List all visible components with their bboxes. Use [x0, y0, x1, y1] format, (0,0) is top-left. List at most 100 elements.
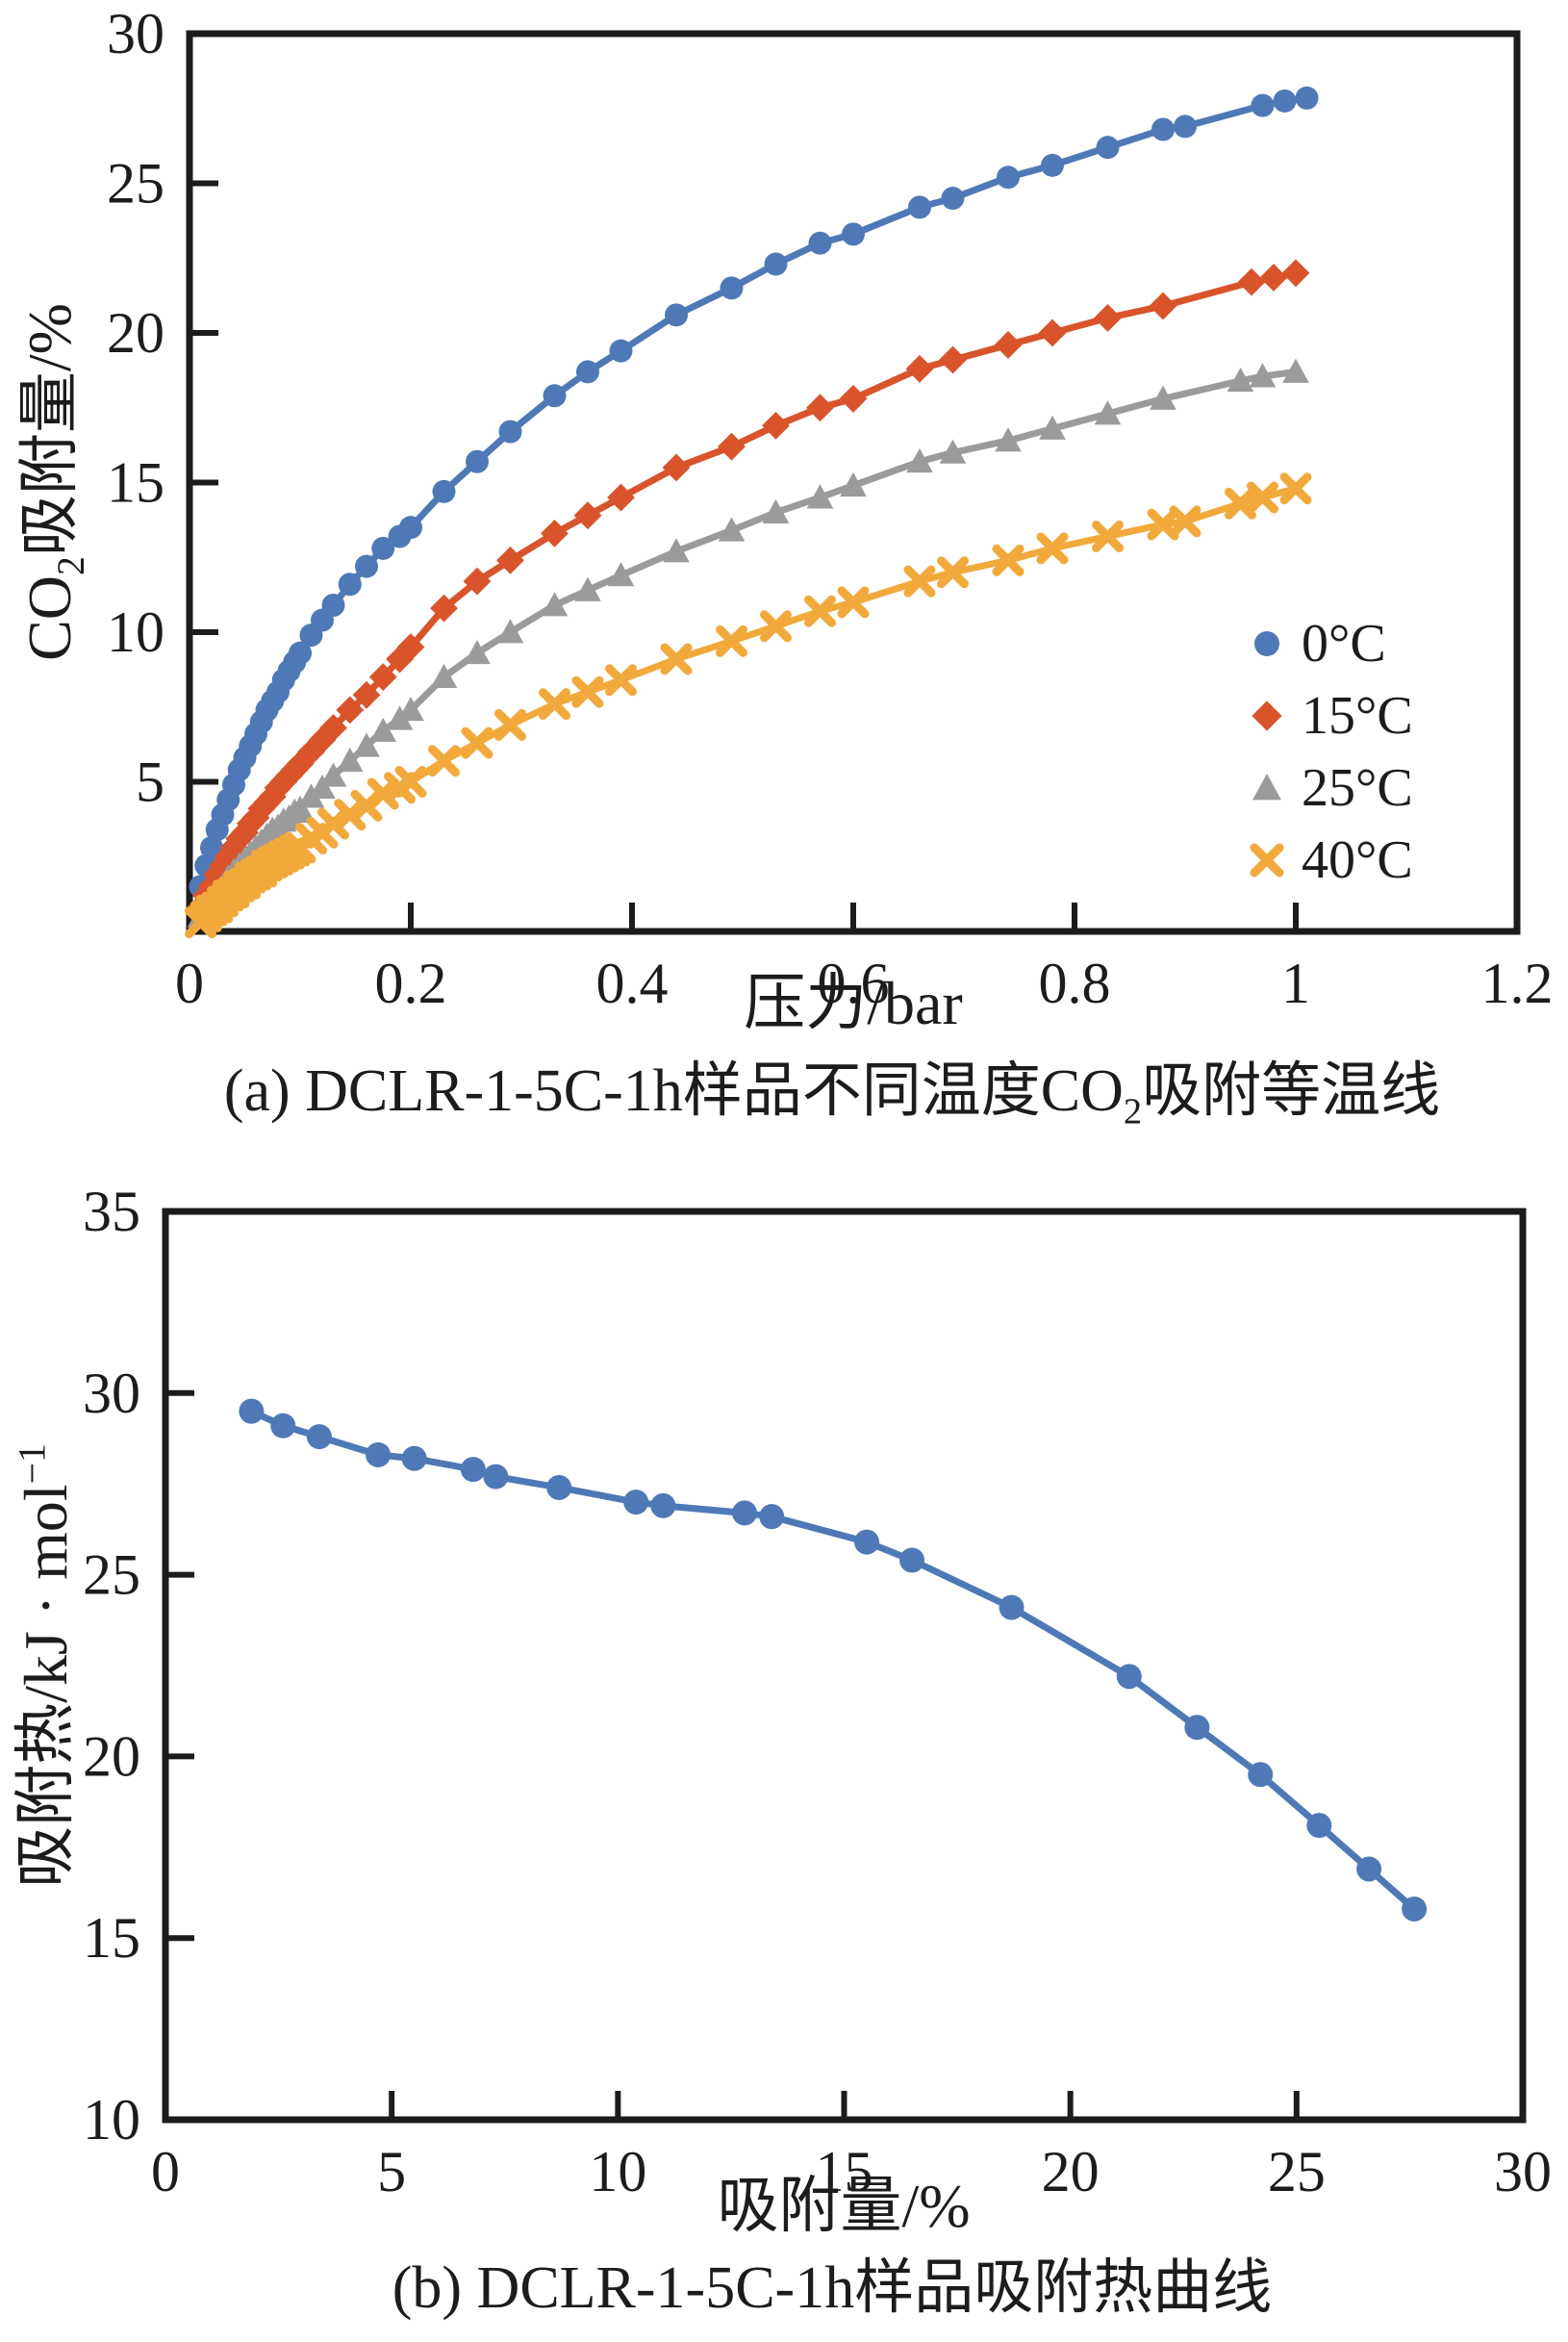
- marker-triangle: [496, 619, 524, 644]
- marker-diamond: [308, 726, 337, 754]
- y-tick-label: 15: [107, 451, 164, 515]
- series-: [239, 1398, 1428, 1922]
- y-axis-ticks: 5 10 15 20 25 30: [107, 2, 218, 814]
- legend-marker-icon: [1252, 700, 1282, 731]
- marker-circle: [211, 802, 235, 827]
- series-40c: [185, 472, 1312, 939]
- marker-xmark: [571, 675, 604, 708]
- marker-circle: [249, 710, 273, 734]
- marker-circle: [233, 746, 257, 770]
- marker-triangle: [718, 517, 746, 542]
- marker-triangle: [187, 903, 215, 928]
- marker-circle: [1041, 153, 1064, 177]
- marker-circle: [720, 276, 744, 300]
- marker-circle: [1295, 86, 1319, 110]
- series-line: [249, 1408, 1417, 1912]
- y-axis-label-b-text: 吸附热/kJ · mol: [12, 1484, 80, 1888]
- marker-diamond: [209, 852, 237, 879]
- marker-xmark: [1247, 481, 1278, 514]
- marker-triangle: [265, 813, 291, 838]
- marker-xmark: [937, 556, 969, 589]
- marker-diamond: [219, 833, 248, 862]
- marker-circle: [732, 1500, 758, 1526]
- marker-circle: [216, 788, 240, 812]
- marker-xmark: [605, 664, 637, 697]
- marker-triangle: [203, 878, 231, 904]
- y-axis-label-b: 吸附热/kJ · mol−1: [8, 1233, 85, 2099]
- marker-diamond: [573, 501, 602, 530]
- legend-marker-icon: [1252, 773, 1281, 800]
- marker-xmark: [251, 850, 283, 882]
- marker-xmark: [267, 840, 300, 873]
- marker-xmark: [1169, 505, 1201, 538]
- legend: 0°C 15°C 25°C 40°C: [1246, 607, 1413, 896]
- marker-xmark: [229, 867, 261, 900]
- marker-circle: [483, 1464, 509, 1489]
- marker-triangle: [464, 639, 491, 665]
- marker-triangle: [281, 798, 309, 823]
- marker-triangle: [386, 705, 414, 730]
- marker-triangle: [225, 852, 253, 877]
- marker-xmark: [903, 565, 936, 598]
- marker-triangle: [309, 774, 336, 800]
- marker-diamond: [368, 663, 397, 692]
- marker-circle: [1116, 1664, 1142, 1690]
- marker-circle: [842, 222, 865, 246]
- marker-circle: [255, 698, 279, 722]
- marker-triangle: [762, 498, 790, 523]
- marker-circle: [1248, 1762, 1274, 1788]
- marker-diamond: [319, 714, 347, 742]
- marker-triangle: [319, 762, 347, 787]
- marker-xmark: [273, 837, 305, 870]
- marker-triangle: [353, 732, 380, 757]
- marker-xmark: [295, 823, 327, 855]
- y-tick-label: 10: [107, 600, 164, 664]
- marker-circle: [277, 659, 301, 683]
- marker-diamond: [197, 872, 226, 901]
- marker-triangle: [275, 804, 303, 829]
- marker-xmark: [240, 858, 272, 891]
- marker-xmark: [317, 807, 349, 840]
- legend-label: 15°C: [1302, 685, 1413, 746]
- marker-circle: [1174, 115, 1197, 139]
- marker-xmark: [394, 766, 427, 798]
- marker-circle: [189, 875, 213, 899]
- marker-circle: [546, 1474, 572, 1500]
- marker-circle: [299, 624, 323, 648]
- marker-diamond: [496, 546, 524, 574]
- marker-circle: [899, 1547, 925, 1573]
- series-0c: [189, 86, 1319, 899]
- marker-diamond: [718, 432, 746, 461]
- marker-circle: [1273, 89, 1297, 113]
- marker-triangle: [259, 816, 287, 841]
- marker-circle: [239, 734, 263, 758]
- marker-circle: [1402, 1896, 1428, 1922]
- marker-diamond: [352, 680, 381, 709]
- marker-triangle: [939, 439, 967, 464]
- caption-a-subscript: 2: [1123, 1091, 1143, 1133]
- series-25c: [187, 358, 1309, 928]
- marker-diamond: [253, 788, 281, 817]
- marker-xmark: [256, 846, 289, 878]
- marker-xmark: [306, 816, 339, 849]
- marker-circle: [306, 1424, 332, 1450]
- marker-circle: [227, 758, 251, 782]
- marker-xmark: [185, 906, 216, 939]
- marker-triangle: [541, 592, 569, 617]
- marker-triangle: [1282, 358, 1309, 383]
- marker-xmark: [234, 861, 266, 894]
- caption-a-text: (a) DCLR-1-5C-1h样品不同温度CO: [223, 1058, 1124, 1124]
- marker-diamond: [839, 385, 868, 413]
- y-tick-label: 25: [107, 152, 164, 216]
- marker-xmark: [201, 891, 234, 924]
- marker-circle: [1251, 93, 1275, 117]
- marker-triangle: [1249, 363, 1277, 388]
- series-line: [197, 269, 1297, 909]
- marker-diamond: [286, 750, 315, 778]
- marker-triangle: [231, 846, 259, 871]
- series-line: [197, 485, 1297, 926]
- legend-label: 0°C: [1302, 613, 1386, 674]
- marker-diamond: [187, 893, 215, 922]
- marker-circle: [200, 835, 223, 859]
